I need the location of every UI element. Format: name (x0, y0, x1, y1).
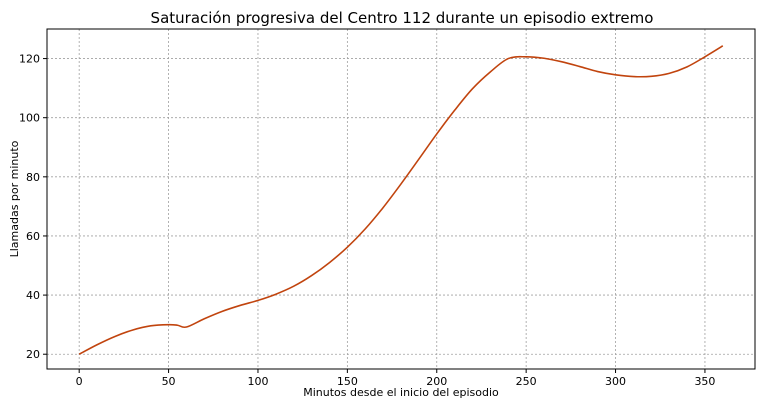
y-tick-label: 60 (26, 230, 40, 243)
ticks: 0 50 100 150 200 250 300 350 20 40 60 80 100 120 (19, 53, 715, 388)
x-tick-label: 50 (162, 375, 176, 388)
x-tick-label: 300 (605, 375, 626, 388)
series-layer (78, 45, 724, 355)
chart-title: Saturación progresiva del Centro 112 dur… (151, 9, 654, 27)
x-tick-label: 100 (247, 375, 268, 388)
series-line (78, 45, 724, 355)
grid-lines (47, 29, 755, 369)
x-tick-label: 0 (76, 375, 83, 388)
y-tick-label: 40 (26, 289, 40, 302)
y-axis-label: Llamadas por minuto (8, 140, 21, 257)
x-tick-label: 150 (337, 375, 358, 388)
y-tick-label: 80 (26, 171, 40, 184)
x-tick-label: 200 (426, 375, 447, 388)
x-tick-label: 350 (694, 375, 715, 388)
y-tick-label: 20 (26, 348, 40, 361)
x-axis-label: Minutos desde el inicio del episodio (303, 386, 499, 399)
y-tick-label: 120 (19, 53, 40, 66)
x-tick-label: 250 (516, 375, 537, 388)
y-tick-label: 100 (19, 112, 40, 125)
plot-frame (46, 28, 756, 370)
